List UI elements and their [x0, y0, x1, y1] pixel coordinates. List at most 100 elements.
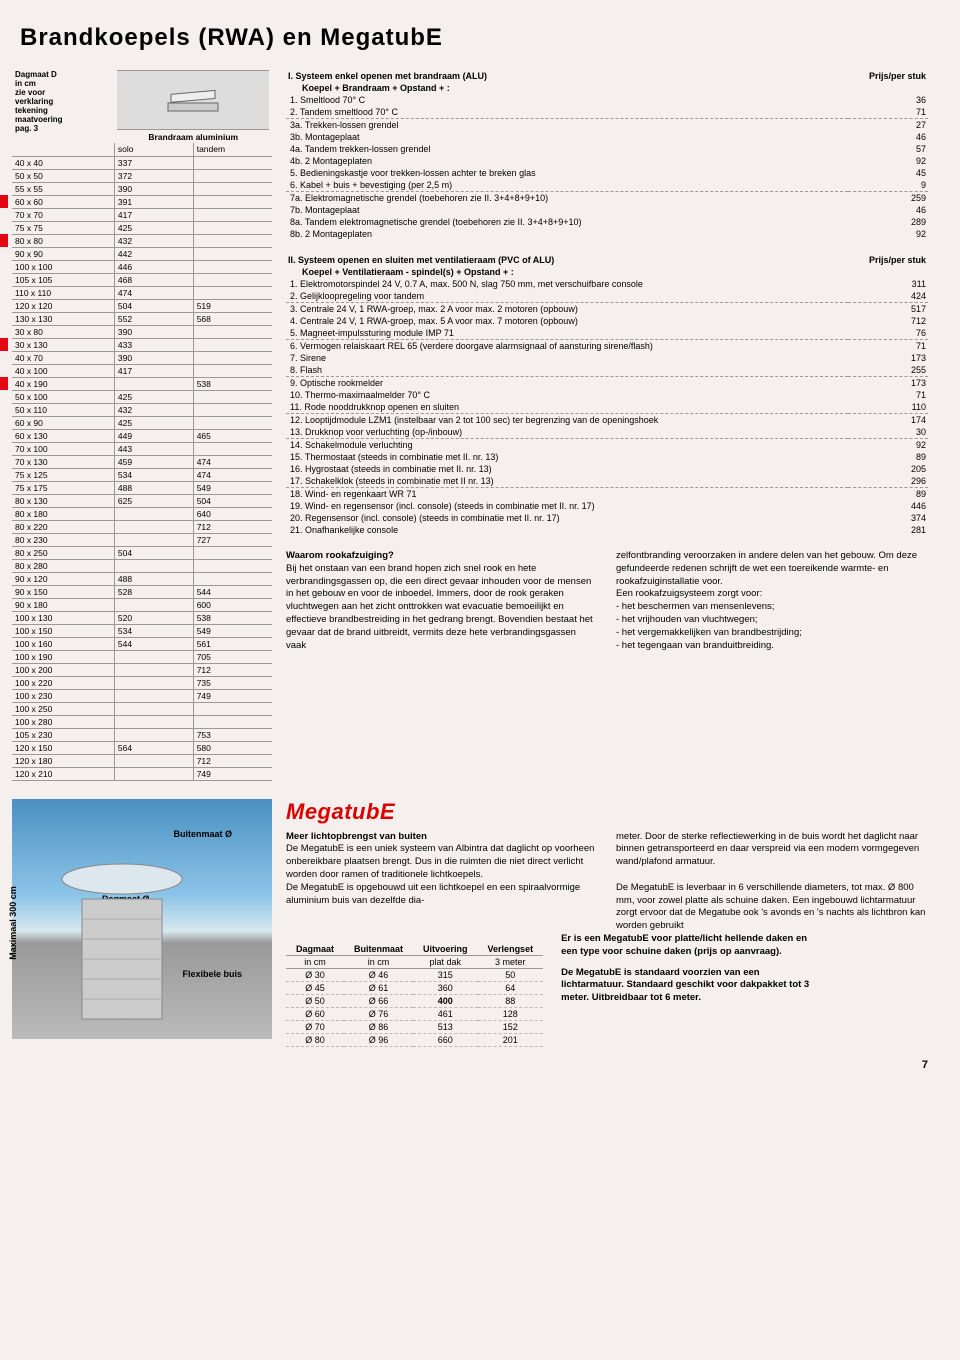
megatube-logo: MegatubE [286, 799, 928, 825]
price-row: 5. Bedieningskastje voor trekken-lossen … [286, 167, 928, 179]
price-row: 8b. 2 Montageplaten92 [286, 228, 928, 240]
price-row: 4. Centrale 24 V, 1 RWA-groep, max. 5 A … [286, 315, 928, 327]
size-row: 130 x 130552568 [12, 312, 272, 325]
price-row: 16. Hygrostaat (steeds in combinatie met… [286, 463, 928, 475]
col-solo: solo [114, 143, 193, 156]
price-header-1: Prijs/per stuk [848, 70, 928, 82]
waarom-col2a: zelfontbranding veroorzaken in andere de… [616, 550, 917, 587]
mtbl-header: Dagmaat [286, 943, 344, 956]
size-row: 70 x 130459474 [12, 455, 272, 468]
size-row: 90 x 120488 [12, 572, 272, 585]
mtbl-row: Ø 50Ø 6640088 [286, 995, 543, 1008]
waarom-bullet: - het vergemakkelijken van brandbestrijd… [616, 627, 928, 640]
size-row: 90 x 180600 [12, 598, 272, 611]
price-row: 17. Schakelklok (steeds in combinatie me… [286, 475, 928, 488]
size-row: 100 x 200712 [12, 663, 272, 676]
size-row: 105 x 105468 [12, 273, 272, 286]
price-header-2: Prijs/per stuk [848, 254, 928, 266]
size-row: 75 x 125534474 [12, 468, 272, 481]
size-row: 80 x 80432 [12, 234, 272, 247]
price-row: 3a. Trekken-lossen grendel27 [286, 119, 928, 132]
price-row: 15. Thermostaat (steeds in combinatie me… [286, 451, 928, 463]
size-row: 100 x 230749 [12, 689, 272, 702]
price-row: 9. Optische rookmelder173 [286, 377, 928, 390]
price-row: 1. Smeltlood 70° C36 [286, 94, 928, 106]
size-row: 75 x 175488549 [12, 481, 272, 494]
price-row: 12. Looptijdmodule LZM1 (instelbaar van … [286, 414, 928, 427]
size-row: 90 x 150528544 [12, 585, 272, 598]
brandraam-icon [117, 70, 269, 130]
brandraam-header: Brandraam aluminium [114, 130, 272, 143]
megatube-diagram: Buitenmaat Ø Dagmaat Ø Flexibele buis Ma… [12, 799, 272, 1048]
price-row: 8. Flash255 [286, 364, 928, 377]
size-row: 30 x 80390 [12, 325, 272, 338]
page-title: Brandkoepels (RWA) en MegatubE [20, 24, 928, 52]
size-row: 105 x 230753 [12, 728, 272, 741]
price-row: 2. Gelijkloopregeling voor tandem424 [286, 290, 928, 303]
size-row: 70 x 70417 [12, 208, 272, 221]
size-row: 80 x 280 [12, 559, 272, 572]
megatube-sidenote2: De MegatubE is standaard voorzien van ee… [561, 967, 809, 1004]
price-row: 8a. Tandem elektromagnetische grendel (t… [286, 216, 928, 228]
size-row: 40 x 40337 [12, 156, 272, 169]
size-row: 80 x 250504 [12, 546, 272, 559]
size-row: 75 x 75425 [12, 221, 272, 234]
price-table-2: II. Systeem openen en sluiten met ventil… [286, 254, 928, 536]
price-row: 6. Kabel + buis + bevestiging (per 2,5 m… [286, 179, 928, 192]
price-row: 13. Drukknop voor verluchting (op-/inbou… [286, 426, 928, 439]
size-row: 120 x 120504519 [12, 299, 272, 312]
page-number: 7 [12, 1059, 928, 1071]
size-row: 60 x 90425 [12, 416, 272, 429]
size-table-note: Dagmaat D in cm zie voor verklaring teke… [12, 70, 114, 143]
price-row: 20. Regensensor (incl. console) (steeds … [286, 512, 928, 524]
price-row: 7. Sirene173 [286, 352, 928, 364]
size-row: 100 x 220735 [12, 676, 272, 689]
mtbl-row: Ø 70Ø 86513152 [286, 1021, 543, 1034]
size-row: 80 x 230727 [12, 533, 272, 546]
mtbl-row: Ø 45Ø 6136064 [286, 982, 543, 995]
mtbl-row: Ø 60Ø 76461128 [286, 1008, 543, 1021]
waarom-bullet: - het tegengaan van branduitbreiding. [616, 640, 928, 653]
price-row: 19. Wind- en regensensor (incl. console)… [286, 500, 928, 512]
price-row: 11. Rode nooddrukknop openen en sluiten1… [286, 401, 928, 414]
size-row: 80 x 130625504 [12, 494, 272, 507]
size-row: 100 x 280 [12, 715, 272, 728]
mtbl-row: Ø 80Ø 96660201 [286, 1034, 543, 1047]
mtbl-header: Verlengset [478, 943, 544, 956]
max-label: Maximaal 300 cm [8, 886, 18, 960]
price-row: 7a. Elektromagnetische grendel (toebehor… [286, 192, 928, 205]
price-row: 7b. Montageplaat46 [286, 204, 928, 216]
size-row: 100 x 160544561 [12, 637, 272, 650]
price-row: 2. Tandem smeltlood 70° C71 [286, 106, 928, 119]
size-row: 100 x 190705 [12, 650, 272, 663]
price-row: 14. Schakelmodule verluchting92 [286, 439, 928, 452]
size-row: 100 x 150534549 [12, 624, 272, 637]
price-row: 21. Onafhankelijke console281 [286, 524, 928, 536]
section2-title: II. Systeem openen en sluiten met ventil… [286, 254, 848, 266]
price-row: 5. Magneet-impulssturing module IMP 7176 [286, 327, 928, 340]
waarom-bullet: - het beschermen van mensenlevens; [616, 601, 928, 614]
size-row: 110 x 110474 [12, 286, 272, 299]
waarom-title: Waarom rookafzuiging? [286, 550, 394, 561]
size-row: 90 x 90442 [12, 247, 272, 260]
waarom-col1: Bij het onstaan van een brand hopen zich… [286, 563, 593, 651]
size-row: 80 x 220712 [12, 520, 272, 533]
waarom-col2b: Een rookafzuigsysteem zorgt voor: [616, 588, 762, 599]
size-row: 60 x 60391 [12, 195, 272, 208]
buitenmaat-label: Buitenmaat Ø [173, 829, 232, 839]
mtbl-sub: in cm [286, 956, 344, 969]
mtbl-header: Buitenmaat [344, 943, 413, 956]
price-table-1: I. Systeem enkel openen met brandraam (A… [286, 70, 928, 240]
size-row: 40 x 70390 [12, 351, 272, 364]
size-row: 120 x 150564580 [12, 741, 272, 754]
price-row: 4a. Tandem trekken-lossen grendel57 [286, 143, 928, 155]
megatube-txt2: meter. Door de sterke reflectiewerking i… [616, 831, 925, 932]
size-row: 40 x 190538 [12, 377, 272, 390]
price-row: 4b. 2 Montageplaten92 [286, 155, 928, 167]
price-row: 6. Vermogen relaiskaart REL 65 (verdere … [286, 340, 928, 353]
size-row: 80 x 180640 [12, 507, 272, 520]
mtbl-header: Uitvoering [413, 943, 478, 956]
waarom-bullet: - het vrijhouden van vluchtwegen; [616, 614, 928, 627]
mtbl-sub: plat dak [413, 956, 478, 969]
megatube-heading: Meer lichtopbrengst van buiten [286, 831, 427, 842]
